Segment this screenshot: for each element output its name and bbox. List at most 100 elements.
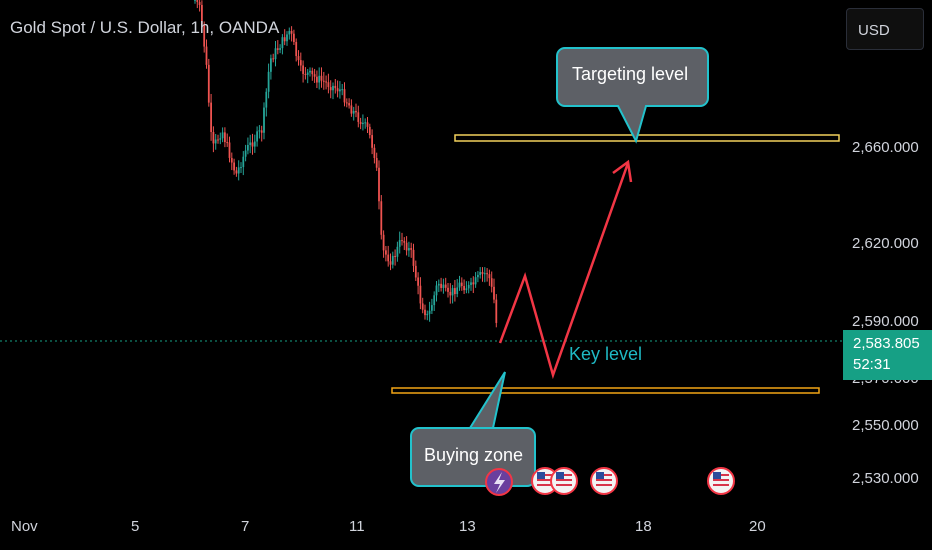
candle-body (313, 74, 316, 77)
target-callout[interactable] (556, 47, 709, 144)
time-label: 7 (241, 518, 250, 535)
candle-body (309, 70, 311, 73)
candle-body (247, 144, 249, 151)
buying-zone-label: Buying zone (424, 445, 524, 465)
time-label: 11 (349, 518, 365, 535)
candle-body (389, 261, 392, 265)
key-level-box[interactable] (391, 387, 820, 394)
candle-body (467, 284, 470, 289)
candle-body (454, 288, 456, 295)
candle-body (329, 87, 332, 91)
candle-body (276, 48, 279, 50)
candle-body (240, 167, 242, 169)
price-tick: 2,660.000 (852, 139, 919, 156)
candle-body (391, 255, 394, 265)
candle-body (293, 33, 295, 42)
candle-body (490, 278, 493, 287)
event-us-flag-icon[interactable] (550, 467, 578, 495)
time-label: Nov (11, 518, 38, 535)
candle-body (279, 48, 281, 50)
candle-body (483, 273, 486, 275)
candle-body (449, 291, 452, 296)
candle-body (401, 240, 403, 242)
candle-body (488, 274, 491, 279)
candle-body (263, 107, 265, 133)
candle-body (405, 242, 408, 251)
projection-arrowhead (612, 159, 633, 183)
candle-body (375, 158, 378, 168)
candle-body (327, 82, 330, 88)
candle-body (343, 89, 346, 103)
symbol-title[interactable]: Gold Spot / U.S. Dollar, 1h, OANDA (10, 18, 280, 37)
candle-body (281, 37, 284, 49)
candle-body (458, 282, 461, 288)
candle-body (352, 111, 355, 114)
candle-body (421, 303, 424, 310)
candle-body (451, 288, 454, 296)
time-label: 20 (749, 518, 766, 535)
candle-body (472, 282, 475, 285)
candle-body (299, 60, 302, 66)
candle-body (366, 122, 369, 127)
candle-body (249, 142, 252, 145)
event-lightning-icon[interactable] (485, 468, 513, 496)
candle-body (288, 30, 291, 35)
candle-body (322, 80, 325, 82)
price-tick: 2,530.000 (852, 470, 919, 487)
candle-body (316, 76, 318, 83)
candle-body (355, 111, 357, 113)
candle-body (412, 249, 415, 266)
candle-body (417, 277, 419, 286)
candle-body (362, 122, 364, 125)
candle-body (304, 73, 307, 75)
candle-body (256, 131, 258, 142)
candle-body (463, 286, 465, 291)
target-level-box[interactable] (454, 134, 840, 142)
candle-body (274, 48, 277, 60)
candle-body (221, 132, 224, 139)
candle-body (295, 41, 298, 57)
candle-body (431, 305, 433, 311)
buying-zone-callout[interactable] (410, 371, 536, 487)
candle-body (447, 287, 449, 292)
candle-body (380, 201, 383, 235)
candle-body (272, 58, 275, 60)
candle-body (233, 162, 235, 171)
candle-body (493, 286, 495, 300)
price-tick: 2,620.000 (852, 235, 919, 252)
candle-body (440, 283, 442, 288)
candle-body (270, 58, 272, 72)
candle-body (302, 65, 304, 74)
event-us-flag-icon[interactable] (707, 467, 735, 495)
candle-body (348, 103, 350, 106)
candle-body (378, 167, 380, 202)
candle-body (359, 121, 362, 125)
candle-body (332, 85, 334, 91)
candle-body (265, 91, 268, 108)
price-tick: 2,590.000 (852, 313, 919, 330)
candle-body (286, 34, 288, 42)
candle-body (444, 284, 447, 288)
projection-path[interactable] (498, 162, 630, 380)
candle-body (357, 112, 360, 122)
candle-body (368, 126, 371, 136)
candle-body (373, 147, 376, 159)
candle-body (385, 250, 387, 255)
candle-body (260, 130, 263, 133)
candle-body (196, 0, 199, 3)
candle-body (481, 272, 484, 274)
candle-body (201, 4, 203, 25)
candle-body (334, 85, 337, 89)
candle-body (414, 265, 417, 278)
candle-body (194, 0, 196, 1)
candle-body (210, 102, 212, 133)
candle-body (339, 89, 341, 92)
candle-body (398, 240, 401, 247)
currency-selector[interactable]: USD (846, 8, 924, 50)
candle-body (311, 70, 314, 75)
bar-countdown: 52:31 (853, 356, 891, 373)
event-us-flag-icon[interactable] (590, 467, 618, 495)
candle-body (258, 130, 261, 132)
candle-body (230, 157, 233, 163)
